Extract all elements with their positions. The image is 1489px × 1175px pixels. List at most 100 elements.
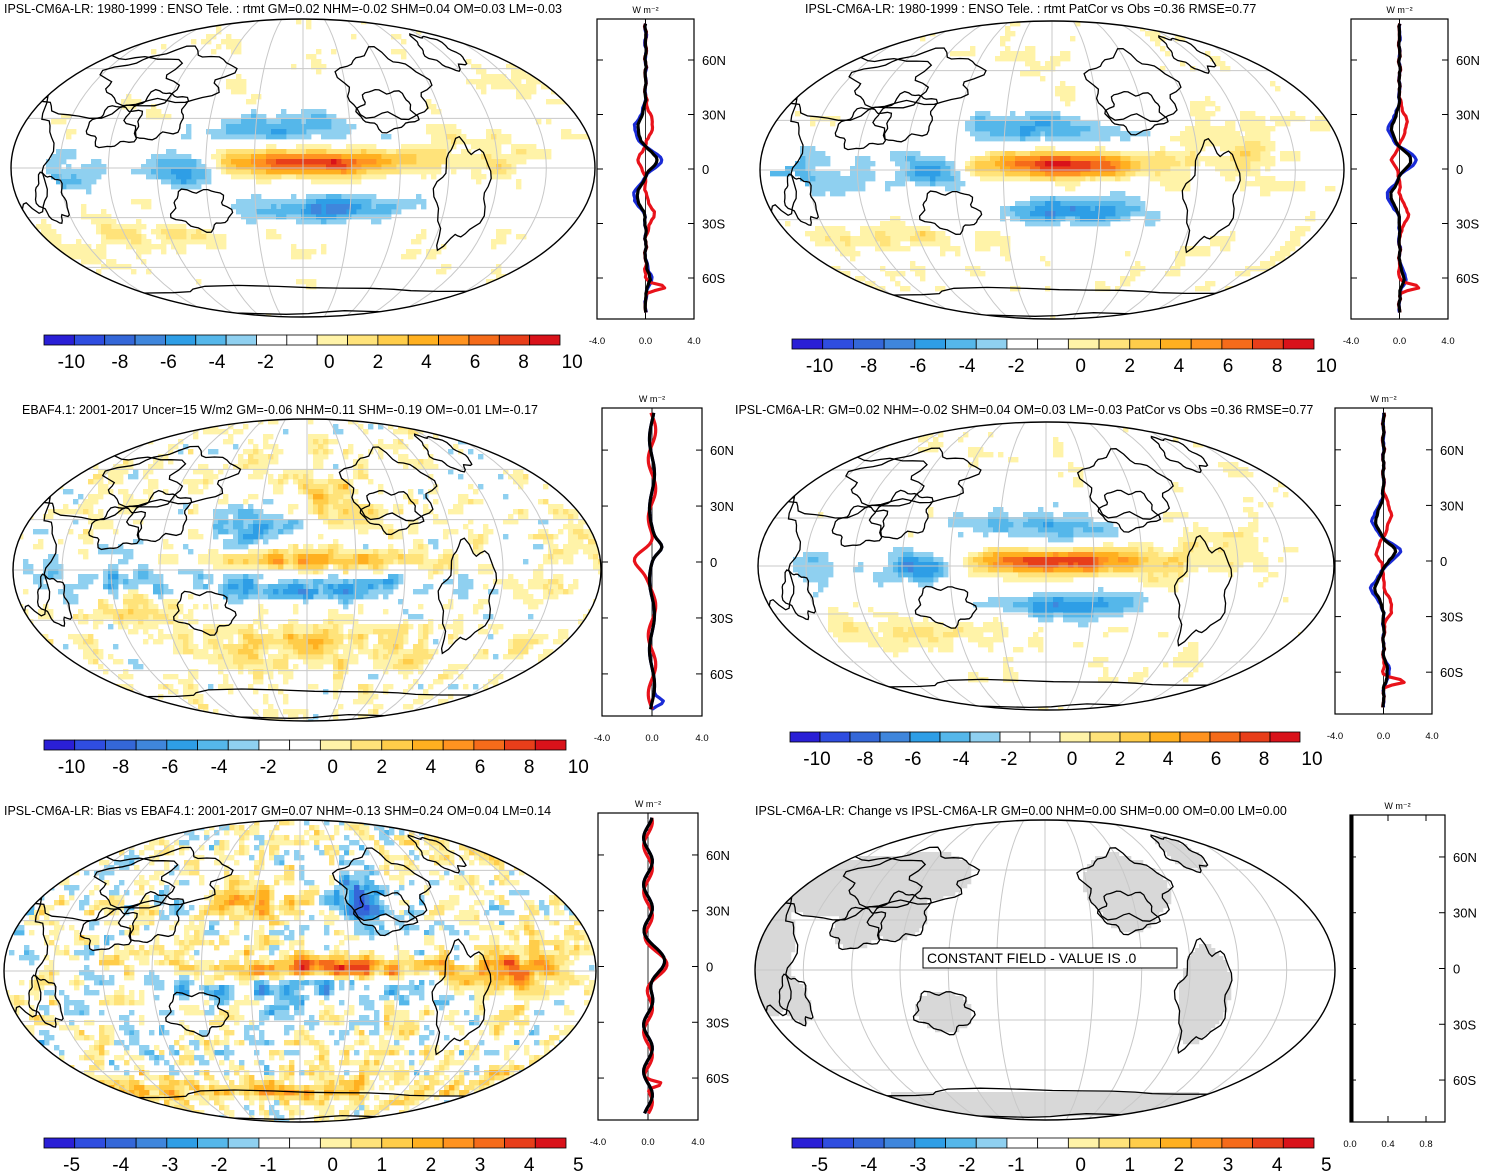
colorbar-tick-label: 8 <box>524 757 535 778</box>
colorbar-tick-label: -2 <box>260 757 277 778</box>
colorbar-tick-label: 0 <box>327 1155 338 1175</box>
colorbar-tick-label: -6 <box>909 356 926 377</box>
field-cells <box>1023 557 1094 568</box>
colorbar-swatch <box>498 334 531 346</box>
colorbar-tick-label: 6 <box>470 352 481 373</box>
colorbar-tick-label: -10 <box>803 749 830 770</box>
graticule-meridian <box>856 21 968 319</box>
x-tick-label: 0.0 <box>1393 336 1406 347</box>
coastline <box>355 88 420 134</box>
colorbar-swatch <box>227 739 260 751</box>
coastline <box>123 88 190 141</box>
colorbar-swatch <box>381 739 413 751</box>
graticule-meridian <box>1150 820 1288 1120</box>
colorbar-tick-label: 0 <box>327 757 338 778</box>
field-cells <box>48 509 399 605</box>
graticule-meridian <box>1002 21 1032 319</box>
coastline <box>778 973 814 1027</box>
graticule-meridian <box>253 19 283 317</box>
graticule-meridian <box>1107 820 1191 1120</box>
graticule-meridian <box>997 422 1026 710</box>
colorbar-tick-label: 4 <box>524 1155 535 1175</box>
lat-tick-label: 60N <box>1453 850 1477 865</box>
colorbar-tick-label: 4 <box>1272 1155 1283 1175</box>
x-tick-label: -4.0 <box>589 336 605 347</box>
colorbar-swatch <box>412 1137 444 1149</box>
zonal-unit-label: W m⁻² <box>1384 801 1410 811</box>
colorbar-swatch <box>166 1137 198 1149</box>
field-cells <box>51 114 397 225</box>
coastline <box>101 445 242 508</box>
coastline <box>760 97 804 219</box>
coastline <box>914 585 978 629</box>
colorbar-swatch <box>195 334 227 346</box>
colorbar-tick-label: -4 <box>209 352 226 373</box>
graticule-meridian <box>1094 21 1150 319</box>
colorbar-swatch <box>1119 731 1151 743</box>
colorbar-swatch <box>945 1137 977 1149</box>
lat-tick-label: 30N <box>1453 906 1477 921</box>
colorbar-tick-label: -3 <box>909 1155 926 1175</box>
field-cells <box>311 204 352 215</box>
coastline <box>1150 435 1209 474</box>
colorbar-swatch <box>473 1137 505 1149</box>
x-tick-label: 0.8 <box>1419 1139 1432 1150</box>
colorbar-swatch <box>791 1137 824 1149</box>
colorbar-swatch <box>975 338 1008 350</box>
coastline <box>866 890 932 943</box>
x-tick-label: 0.0 <box>641 1137 654 1148</box>
lat-tick-label: 30S <box>702 217 725 232</box>
lat-tick-label: 0 <box>706 960 713 975</box>
panel-title: EBAF4.1: 2001-2017 Uncer=15 W/m2 GM=-0.0… <box>22 403 538 417</box>
coastline <box>845 447 982 507</box>
zonal-mean-panel: 60N 30N 0 30S 60S -4.0 0.0 4.0 W m⁻² <box>594 394 734 744</box>
colorbar-swatch <box>347 334 379 346</box>
colorbar-tick-label: -5 <box>63 1155 80 1175</box>
constant-field-box <box>922 947 1178 969</box>
colorbar-tick-label: -10 <box>806 356 833 377</box>
coastline <box>353 890 419 937</box>
colorbar-tick-label: 0 <box>324 352 335 373</box>
coastline <box>868 489 934 540</box>
colorbar-tick-label: 8 <box>1259 749 1270 770</box>
colorbar-tick-label: 3 <box>1223 1155 1234 1175</box>
zonal-mean-panel: 60N 30N 0 30S 60S -4.0 0.0 4.0 W m⁻² <box>1343 5 1480 347</box>
colorbar-swatch <box>849 731 881 743</box>
colorbar-swatch <box>1252 338 1284 350</box>
field-cells <box>101 134 527 245</box>
colorbar-tick-label: -3 <box>161 1155 178 1175</box>
coastline <box>431 938 492 1056</box>
panel-title: IPSL-CM6A-LR: GM=0.02 NHM=-0.02 SHM=0.04… <box>735 403 1313 417</box>
colorbar-tick-label: -8 <box>112 757 129 778</box>
x-tick-label: -4.0 <box>590 1137 606 1148</box>
lat-tick-label: 0 <box>710 555 717 570</box>
colorbar-tick-label: 2 <box>1124 356 1135 377</box>
coastline <box>125 489 193 543</box>
map-field <box>755 820 1335 1120</box>
colorbar-swatch <box>1160 1137 1192 1149</box>
colorbar-tick-label: -1 <box>1008 1155 1025 1175</box>
colorbar-tick-label: -6 <box>160 352 177 373</box>
colorbar-swatch <box>1190 338 1223 350</box>
graticule-meridian <box>1087 422 1143 710</box>
zonal-unit-label: W m⁻² <box>1370 394 1396 404</box>
colorbar-swatch <box>939 731 971 743</box>
colorbar-swatch <box>1209 731 1241 743</box>
field-cells <box>915 121 1116 222</box>
colorbar-swatch <box>43 334 75 346</box>
colorbar-tick-label: -8 <box>860 356 877 377</box>
field-cells <box>46 109 427 225</box>
graticule-meridian <box>323 19 353 317</box>
map-border <box>757 421 1335 711</box>
graticule-meridian <box>110 419 222 721</box>
colorbar-swatch <box>381 1137 413 1149</box>
coastline <box>1173 534 1233 647</box>
graticule-meridian <box>342 820 400 1122</box>
zonal-unit-label: W m⁻² <box>632 5 658 15</box>
colorbar-swatch <box>1006 338 1039 350</box>
field-cells <box>299 960 515 971</box>
colorbar-swatch <box>504 1137 536 1149</box>
x-tick-label: 4.0 <box>687 336 700 347</box>
panel-p6: IPSL-CM6A-LR: Change vs IPSL-CM6A-LR GM=… <box>754 801 1477 1175</box>
field-cells <box>108 524 394 600</box>
